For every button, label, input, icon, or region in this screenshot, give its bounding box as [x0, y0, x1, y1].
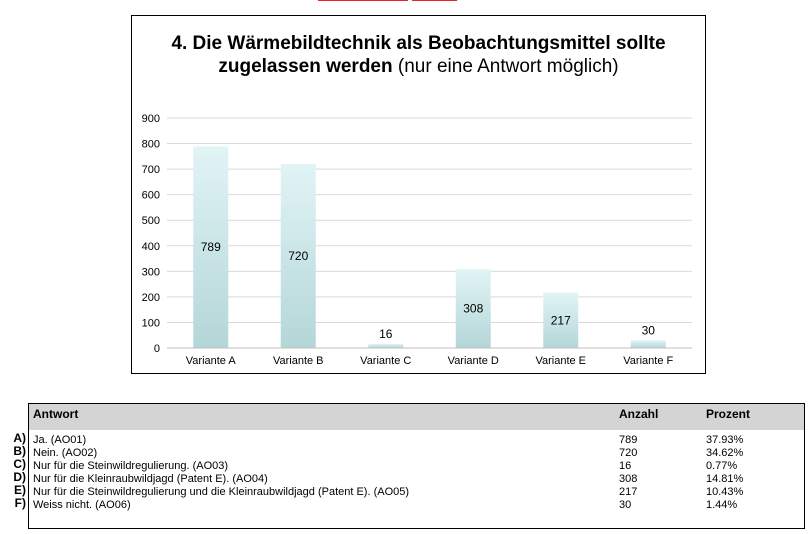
- header-answer: Antwort: [33, 407, 79, 421]
- row-count: 789: [619, 434, 638, 446]
- x-tick-label: Variante C: [360, 355, 411, 367]
- row-percent: 34.62%: [706, 447, 744, 459]
- chart-title-normal: (nur eine Antwort möglich): [397, 56, 619, 77]
- x-tick-label: Variante A: [186, 355, 237, 367]
- row-percent: 37.93%: [706, 434, 744, 446]
- y-tick-label: 900: [142, 113, 160, 125]
- table-row: Ja. (AO01) 789 37.93%: [29, 434, 804, 447]
- row-answer: Nein. (AO02): [33, 447, 98, 459]
- x-tick-label: Variante F: [623, 355, 673, 367]
- data-label: 30: [642, 323, 656, 337]
- header-percent: Prozent: [706, 407, 751, 421]
- x-axis-tick-labels: Variante A Variante B Variante C Variante D…: [186, 355, 674, 367]
- gridlines: [167, 117, 692, 323]
- x-tick-label: Variante D: [448, 355, 499, 367]
- row-percent: 1.44%: [706, 499, 738, 511]
- table-row: Nein. (AO02) 720 34.62%: [29, 447, 804, 460]
- row-count: 16: [619, 460, 632, 472]
- y-tick-label: 700: [142, 164, 160, 176]
- chart-title: 4. Die Wärmebildtechnik als Beobachtungs…: [132, 32, 705, 78]
- x-tick-label: Variante B: [273, 355, 324, 367]
- row-count: 720: [619, 447, 638, 459]
- row-letter: A): [13, 431, 26, 445]
- y-tick-label: 600: [142, 190, 160, 202]
- bar-chart: 0 100 200 300 400 500 600 700 800 900 789 720 16 308…: [142, 113, 692, 367]
- x-tick-label: Variante E: [535, 355, 586, 367]
- row-answer: Nur für die Kleinraubwildjagd (Patent E)…: [33, 473, 268, 485]
- bars: [193, 146, 666, 348]
- bar: [543, 292, 579, 348]
- row-letter: C): [13, 457, 26, 471]
- table-header: Antwort Anzahl Prozent: [29, 404, 804, 430]
- row-count: 217: [619, 486, 638, 498]
- y-tick-label: 300: [142, 266, 160, 278]
- y-tick-label: 200: [142, 292, 160, 304]
- header-count: Anzahl: [619, 407, 659, 421]
- row-answer: Weiss nicht. (AO06): [33, 499, 131, 511]
- row-letter: D): [13, 470, 26, 484]
- bar: [630, 340, 666, 348]
- row-count: 308: [619, 473, 638, 485]
- row-percent: 14.81%: [706, 473, 744, 485]
- row-letter: F): [14, 496, 26, 510]
- results-table: Antwort Anzahl Prozent Ja. (AO01) 789 37…: [28, 403, 805, 529]
- data-label: 217: [551, 313, 571, 327]
- data-label: 16: [379, 327, 393, 341]
- table-row: Nur für die Kleinraubwildjagd (Patent E)…: [29, 473, 804, 486]
- table-row: Weiss nicht. (AO06) 30 1.44%: [29, 499, 804, 512]
- table-row: Nur für die Steinwildregulierung. (AO03)…: [29, 460, 804, 473]
- row-answer: Nur für die Steinwildregulierung und die…: [33, 486, 410, 498]
- cropped-red-heading-fragment: ▬▬▬▬▬▬ ▬▬▬: [0, 0, 811, 3]
- y-tick-label: 100: [142, 317, 160, 329]
- y-tick-label: 400: [142, 241, 160, 253]
- bar: [280, 164, 316, 348]
- data-labels: 789 720 16 308 217 30: [201, 240, 656, 341]
- bar: [455, 269, 491, 348]
- data-label: 789: [201, 240, 221, 254]
- bar: [193, 146, 229, 348]
- chart-title-bold: 4. Die Wärmebildtechnik als Beobachtungs…: [171, 33, 666, 77]
- y-tick-label: 500: [142, 215, 160, 227]
- row-count: 30: [619, 499, 632, 511]
- row-answer: Nur für die Steinwildregulierung. (AO03): [33, 460, 229, 472]
- row-percent: 0.77%: [706, 460, 738, 472]
- row-answer: Ja. (AO01): [33, 434, 87, 446]
- bar: [368, 343, 404, 348]
- row-percent: 10.43%: [706, 486, 744, 498]
- row-letter: B): [13, 444, 26, 458]
- table-row: Nur für die Steinwildregulierung und die…: [29, 486, 804, 499]
- y-tick-label: 800: [142, 139, 160, 151]
- y-axis-tick-labels: 0 100 200 300 400 500 600 700 800 900: [142, 113, 160, 355]
- chart-frame: 4. Die Wärmebildtechnik als Beobachtungs…: [131, 15, 706, 374]
- row-letter: E): [14, 483, 26, 497]
- data-label: 308: [463, 302, 483, 316]
- y-tick-label: 0: [154, 343, 160, 355]
- data-label: 720: [288, 249, 308, 263]
